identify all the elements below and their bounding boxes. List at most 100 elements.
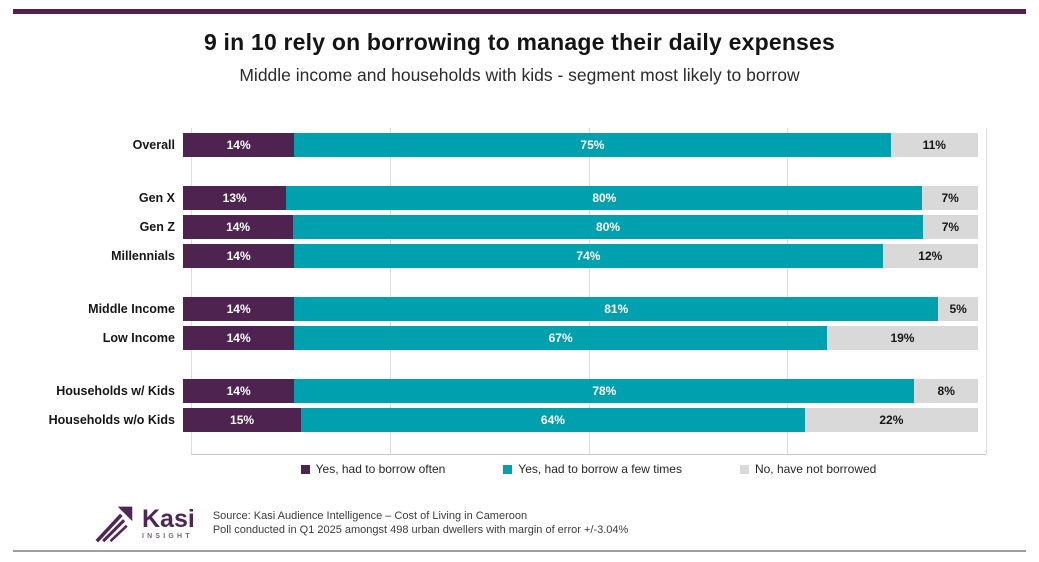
bar-segment: 80% [286, 186, 923, 210]
bar-row: Gen Z 14% 80% 7% [0, 215, 986, 239]
bar-segment: 67% [294, 326, 827, 350]
bar-segment: 78% [294, 379, 915, 403]
plot-grid [191, 128, 987, 455]
legend: Yes, had to borrow often Yes, had to borr… [191, 462, 986, 476]
kasi-logo: Kasi INSIGHT [95, 503, 195, 543]
value-label: 78% [592, 384, 617, 398]
bar-row: Middle Income 14% 81% 5% [0, 297, 986, 321]
bar-segment: 14% [183, 326, 295, 350]
legend-marker [739, 464, 749, 474]
logo-name: Kasi [142, 504, 195, 533]
bar-segment: 22% [804, 408, 978, 432]
stacked-bar: 14% 74% 12% [183, 244, 978, 268]
category-label: Gen Z [139, 220, 175, 234]
value-label: 80% [592, 191, 617, 205]
gridline-75 [787, 128, 789, 454]
category-label: Millennials [111, 249, 175, 263]
bar-segment: 14% [183, 215, 294, 239]
bar-row: Households w/ Kids 14% 78% 8% [0, 379, 986, 403]
bar-row: Millennials 14% 74% 12% [0, 244, 986, 268]
bar-segment: 19% [826, 326, 978, 350]
stacked-bar: 13% 80% 7% [183, 186, 978, 210]
bar-row: Households w/o Kids 15% 64% 22% [0, 408, 986, 432]
bar-segment: 81% [294, 297, 939, 321]
value-label: 8% [937, 384, 955, 398]
value-label: 7% [941, 191, 959, 205]
bar-segment: 8% [914, 379, 978, 403]
value-label: 22% [879, 413, 904, 427]
legend-label: Yes, had to borrow a few times [518, 462, 682, 476]
bar-group: Overall 14% 75% 11% [0, 133, 986, 157]
source-note: Source: Kasi Audience Intelligence – Cos… [213, 509, 628, 537]
bar-segment: 14% [183, 379, 295, 403]
legend-label: No, have not borrowed [754, 462, 877, 476]
value-label: 14% [226, 220, 251, 234]
legend-label: Yes, had to borrow often [315, 462, 446, 476]
value-label: 14% [226, 249, 251, 263]
bottom-divider [13, 550, 1026, 552]
bar-segment: 74% [294, 244, 883, 268]
stacked-bar: 14% 81% 5% [183, 297, 978, 321]
value-label: 7% [941, 220, 960, 234]
bar-segment: 12% [882, 244, 978, 268]
bar-segment: 7% [922, 186, 978, 210]
value-label: 5% [949, 302, 967, 316]
bar-segment: 80% [293, 215, 923, 239]
bar-rows: Overall 14% 75% 11% Gen X 13% 80% 7% Gen Z 14% 80%… [0, 133, 986, 437]
value-label: 19% [890, 331, 915, 345]
category-label: Households w/o Kids [48, 413, 175, 427]
gridline-50 [588, 128, 590, 454]
bar-group: Gen X 13% 80% 7% Gen Z 14% 80% 7% Millennials 14%… [0, 186, 986, 268]
kasi-arrow-icon [95, 506, 133, 543]
value-label: 75% [580, 138, 605, 152]
bar-segment: 14% [183, 133, 295, 157]
value-label: 14% [226, 138, 251, 152]
category-label: Overall [132, 138, 175, 152]
stacked-bar-chart: Overall 14% 75% 11% Gen X 13% 80% 7% Gen Z 14% 80%… [0, 128, 1039, 468]
gridline-100 [986, 128, 987, 454]
logo-subtext: INSIGHT [142, 532, 193, 540]
stacked-bar: 14% 75% 11% [183, 133, 978, 157]
value-label: 80% [596, 220, 621, 234]
legend-entry: Yes, had to borrow a few times [503, 462, 682, 476]
bar-segment: 75% [294, 133, 891, 157]
gridline-0 [191, 128, 192, 454]
legend-marker [503, 464, 513, 474]
value-label: 14% [226, 331, 251, 345]
value-label: 14% [226, 302, 251, 316]
bar-segment: 14% [183, 297, 295, 321]
bar-segment: 64% [301, 408, 805, 432]
category-label: Middle Income [88, 302, 175, 316]
source-line-2: Poll conducted in Q1 2025 amongst 498 ur… [212, 524, 629, 536]
value-label: 64% [540, 413, 565, 427]
value-label: 81% [604, 302, 629, 316]
legend-entry: Yes, had to borrow often [300, 462, 446, 476]
stacked-bar: 14% 80% 7% [183, 215, 978, 239]
stacked-bar: 14% 67% 19% [183, 326, 978, 350]
value-label: 74% [576, 249, 601, 263]
bar-segment: 14% [183, 244, 295, 268]
legend-entry: No, have not borrowed [739, 462, 877, 476]
category-label: Households w/ Kids [56, 384, 175, 398]
chart-subtitle: Middle income and households with kids -… [239, 65, 800, 85]
bar-group: Middle Income 14% 81% 5% Low Income 14% 67% 19% [0, 297, 986, 350]
value-label: 14% [226, 384, 251, 398]
value-label: 12% [918, 249, 943, 263]
category-label: Gen X [138, 191, 175, 205]
logo-text-block: Kasi INSIGHT [142, 504, 195, 540]
footer: Kasi INSIGHT Source: Kasi Audience Intel… [95, 503, 628, 543]
value-label: 11% [922, 138, 946, 152]
bar-segment: 7% [922, 215, 978, 239]
bar-row: Low Income 14% 67% 19% [0, 326, 986, 350]
chart-title: 9 in 10 rely on borrowing to manage thei… [203, 29, 836, 55]
value-label: 13% [222, 191, 247, 205]
gridline-25 [389, 128, 391, 454]
bar-segment: 5% [938, 297, 978, 321]
stacked-bar: 14% 78% 8% [183, 379, 978, 403]
bar-segment: 13% [183, 186, 287, 210]
stacked-bar: 15% 64% 22% [183, 408, 978, 432]
top-accent-bar [13, 9, 1026, 14]
source-line-1: Source: Kasi Audience Intelligence – Cos… [212, 510, 528, 522]
bar-row: Gen X 13% 80% 7% [0, 186, 986, 210]
